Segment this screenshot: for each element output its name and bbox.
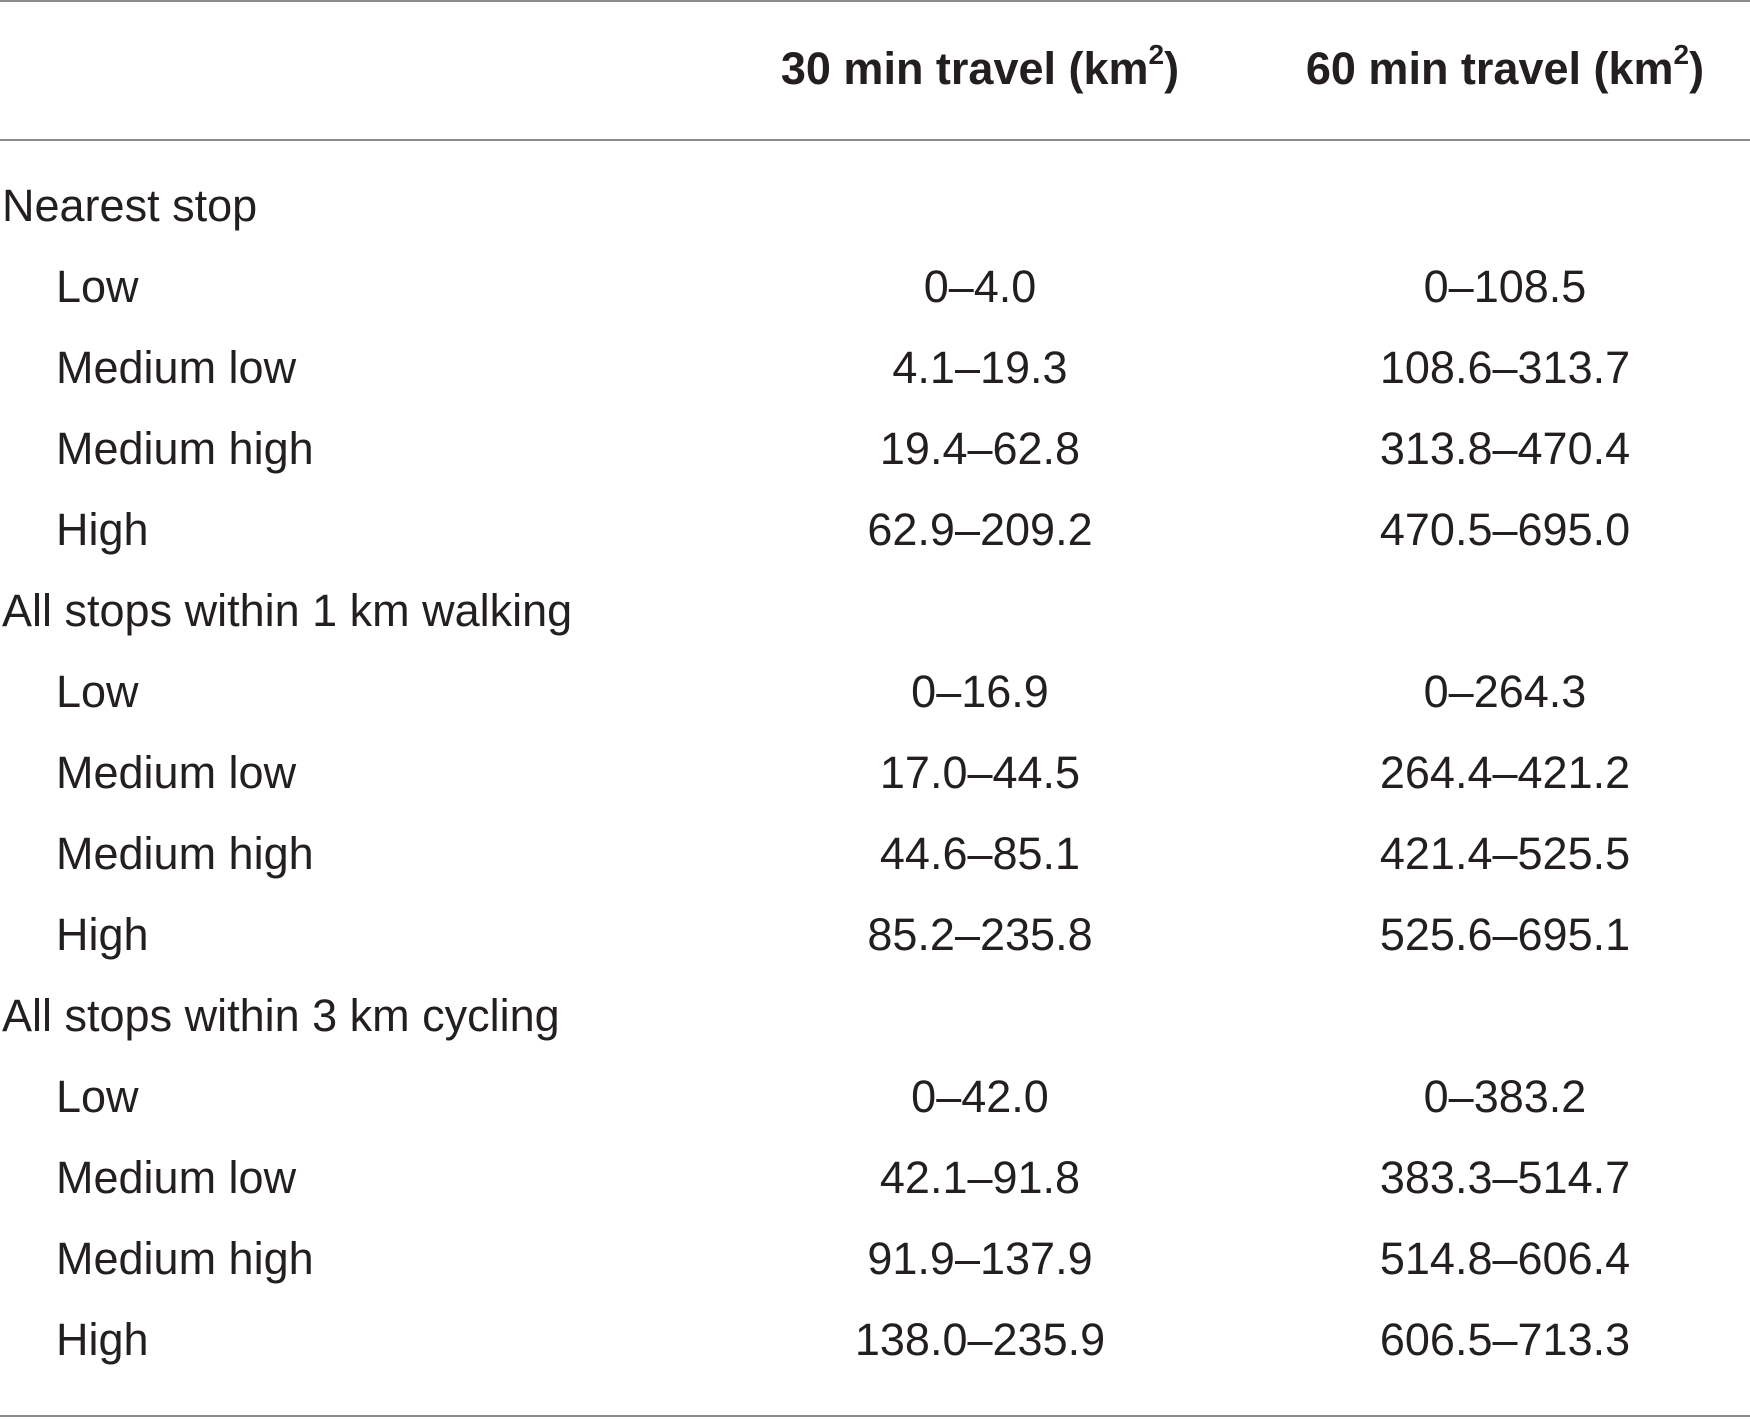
cell-30-min: 138.0–235.9	[854, 1314, 1106, 1365]
cell-30-min: 91.9–137.9	[867, 1233, 1093, 1284]
table-row-group-nearest-stop: Nearest stop	[0, 165, 1750, 246]
column-header-30-min: 30 min travel (km2)	[780, 39, 1180, 95]
cell-30-min: 0–4.0	[923, 261, 1037, 312]
row-label: Nearest stop	[2, 180, 258, 231]
row-label: Medium high	[56, 423, 314, 474]
cell-30-min: 42.1–91.8	[879, 1152, 1081, 1203]
cell-60-min: 108.6–313.7	[1379, 342, 1631, 393]
row-label: Medium high	[56, 828, 314, 879]
row-label: Medium low	[56, 747, 297, 798]
row-label: Low	[56, 666, 139, 717]
row-label: All stops within 3 km cycling	[2, 990, 560, 1041]
cell-60-min: 514.8–606.4	[1379, 1233, 1631, 1284]
table-row: High 138.0–235.9 606.5–713.3	[0, 1299, 1750, 1380]
cell-30-min: 17.0–44.5	[879, 747, 1081, 798]
table-row: Medium low 4.1–19.3 108.6–313.7	[0, 327, 1750, 408]
cell-30-min: 4.1–19.3	[892, 342, 1068, 393]
table-row: High 62.9–209.2 470.5–695.0	[0, 489, 1750, 570]
cell-60-min: 0–264.3	[1423, 666, 1587, 717]
table-bottom-rule	[0, 1415, 1750, 1417]
header-divider-rule	[0, 139, 1750, 141]
cell-30-min: 62.9–209.2	[867, 504, 1093, 555]
table-row-group-cycling: All stops within 3 km cycling	[0, 975, 1750, 1056]
table-row: Low 0–4.0 0–108.5	[0, 246, 1750, 327]
row-label: High	[56, 1314, 149, 1365]
cell-60-min: 264.4–421.2	[1379, 747, 1631, 798]
table-row: Medium high 44.6–85.1 421.4–525.5	[0, 813, 1750, 894]
row-label: High	[56, 504, 149, 555]
table-top-rule	[0, 0, 1750, 2]
cell-60-min: 0–108.5	[1423, 261, 1587, 312]
cell-60-min: 383.3–514.7	[1379, 1152, 1631, 1203]
row-label: All stops within 1 km walking	[2, 585, 573, 636]
table-row: Low 0–16.9 0–264.3	[0, 651, 1750, 732]
row-label: Medium high	[56, 1233, 314, 1284]
cell-60-min: 313.8–470.4	[1379, 423, 1631, 474]
cell-30-min: 44.6–85.1	[879, 828, 1081, 879]
row-label: High	[56, 909, 149, 960]
cell-30-min: 85.2–235.8	[867, 909, 1093, 960]
table-row: High 85.2–235.8 525.6–695.1	[0, 894, 1750, 975]
cell-60-min: 0–383.2	[1423, 1071, 1587, 1122]
column-header-60-min: 60 min travel (km2)	[1305, 39, 1705, 95]
table-row: Medium high 91.9–137.9 514.8–606.4	[0, 1218, 1750, 1299]
table-row: Low 0–42.0 0–383.2	[0, 1056, 1750, 1137]
cell-30-min: 0–16.9	[911, 666, 1049, 717]
cell-30-min: 19.4–62.8	[879, 423, 1081, 474]
cell-60-min: 606.5–713.3	[1379, 1314, 1631, 1365]
cell-60-min: 525.6–695.1	[1379, 909, 1631, 960]
table-row-group-walking: All stops within 1 km walking	[0, 570, 1750, 651]
row-label: Medium low	[56, 342, 297, 393]
row-label: Low	[56, 1071, 139, 1122]
table-row: Medium high 19.4–62.8 313.8–470.4	[0, 408, 1750, 489]
cell-60-min: 421.4–525.5	[1379, 828, 1631, 879]
table-row: Medium low 42.1–91.8 383.3–514.7	[0, 1137, 1750, 1218]
row-label: Medium low	[56, 1152, 297, 1203]
cell-30-min: 0–42.0	[911, 1071, 1049, 1122]
cell-60-min: 470.5–695.0	[1379, 504, 1631, 555]
row-label: Low	[56, 261, 139, 312]
table-row: Medium low 17.0–44.5 264.4–421.2	[0, 732, 1750, 813]
